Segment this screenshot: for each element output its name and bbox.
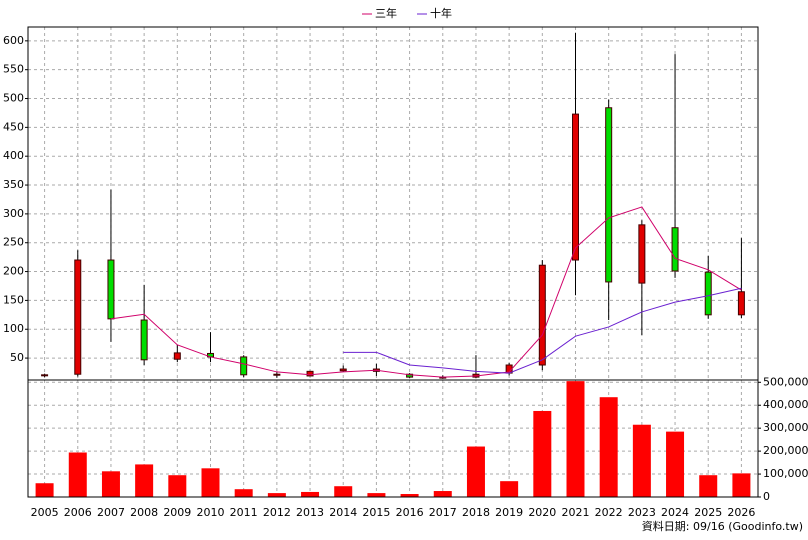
candle-body bbox=[737, 291, 745, 316]
x-tick-label: 2025 bbox=[694, 506, 722, 519]
bar bbox=[301, 491, 320, 497]
bar bbox=[433, 491, 452, 497]
y2-tick-label: 100,000 bbox=[763, 467, 808, 480]
line-series bbox=[343, 287, 742, 374]
y-tick-label: 550 bbox=[3, 63, 24, 76]
candle-body bbox=[74, 259, 82, 375]
candle-body bbox=[406, 373, 414, 378]
y-tick-label: 400 bbox=[3, 149, 24, 162]
candle-body bbox=[704, 271, 712, 316]
candle-body bbox=[107, 259, 115, 320]
y2-tick-label: 200,000 bbox=[763, 444, 808, 457]
x-tick-label: 2018 bbox=[462, 506, 490, 519]
y2-tick-label: 300,000 bbox=[763, 421, 808, 434]
x-tick-label: 2019 bbox=[495, 506, 523, 519]
bar bbox=[400, 494, 419, 497]
candle-body bbox=[273, 373, 281, 376]
x-tick-label: 2020 bbox=[528, 506, 556, 519]
bar bbox=[334, 486, 353, 497]
bar bbox=[35, 483, 54, 497]
candle-body bbox=[339, 368, 347, 372]
bar bbox=[732, 473, 751, 497]
candle-body bbox=[173, 352, 181, 360]
y-tick-label: 500 bbox=[3, 92, 24, 105]
candle-body bbox=[671, 227, 679, 272]
y-tick-label: 150 bbox=[3, 293, 24, 306]
candle-body bbox=[240, 356, 248, 376]
plot-frame bbox=[27, 379, 759, 498]
x-tick-label: 2005 bbox=[31, 506, 59, 519]
x-tick-label: 2009 bbox=[163, 506, 191, 519]
x-tick-label: 2022 bbox=[595, 506, 623, 519]
bar bbox=[101, 471, 120, 497]
candle-body bbox=[140, 319, 148, 361]
x-tick-label: 2008 bbox=[130, 506, 158, 519]
legend-label: 十年 bbox=[430, 6, 452, 20]
x-tick-label: 2017 bbox=[429, 506, 457, 519]
bar bbox=[500, 481, 519, 497]
x-tick-label: 2016 bbox=[396, 506, 424, 519]
x-tick-label: 2026 bbox=[727, 506, 755, 519]
bar bbox=[533, 410, 552, 497]
y-tick-label: 600 bbox=[3, 34, 24, 47]
y2-tick-label: 500,000 bbox=[763, 375, 808, 388]
y2-tick-label: 400,000 bbox=[763, 398, 808, 411]
x-tick-label: 2012 bbox=[263, 506, 291, 519]
candle-body bbox=[306, 370, 314, 377]
bar bbox=[168, 475, 187, 497]
x-tick-label: 2023 bbox=[628, 506, 656, 519]
bar bbox=[699, 475, 718, 497]
plot-frame bbox=[27, 26, 759, 381]
y-tick-label: 50 bbox=[10, 351, 24, 364]
y-tick-label: 250 bbox=[3, 236, 24, 249]
candle-body bbox=[572, 113, 579, 261]
bar bbox=[466, 446, 485, 497]
bar bbox=[201, 468, 220, 497]
bar bbox=[632, 424, 651, 497]
bar bbox=[666, 431, 685, 497]
line-series bbox=[110, 206, 742, 378]
x-tick-label: 2006 bbox=[64, 506, 92, 519]
x-tick-label: 2021 bbox=[562, 506, 590, 519]
x-tick-label: 2010 bbox=[197, 506, 225, 519]
bar bbox=[367, 493, 386, 497]
x-tick-label: 2015 bbox=[362, 506, 390, 519]
x-tick-label: 2014 bbox=[329, 506, 357, 519]
y-tick-label: 300 bbox=[3, 207, 24, 220]
candle-body bbox=[605, 107, 613, 283]
candle-body bbox=[41, 374, 49, 377]
y-tick-label: 100 bbox=[3, 322, 24, 335]
source-note: 資料日期: 09/16 (Goodinfo.tw) bbox=[642, 519, 803, 533]
y-tick-label: 450 bbox=[3, 120, 24, 133]
y-tick-label: 200 bbox=[3, 265, 24, 278]
x-tick-label: 2011 bbox=[230, 506, 258, 519]
candle-body bbox=[538, 264, 546, 366]
x-tick-label: 2007 bbox=[97, 506, 125, 519]
y-tick-label: 350 bbox=[3, 178, 24, 191]
bar bbox=[267, 493, 286, 497]
bar bbox=[135, 464, 154, 497]
legend-label: 三年 bbox=[375, 6, 397, 20]
bar bbox=[599, 397, 618, 497]
x-tick-label: 2013 bbox=[296, 506, 324, 519]
y2-tick-label: 0 bbox=[763, 490, 770, 503]
bar bbox=[234, 489, 253, 497]
bar bbox=[68, 452, 87, 497]
x-tick-label: 2024 bbox=[661, 506, 689, 519]
candle-body bbox=[638, 224, 646, 284]
bar bbox=[566, 381, 585, 497]
